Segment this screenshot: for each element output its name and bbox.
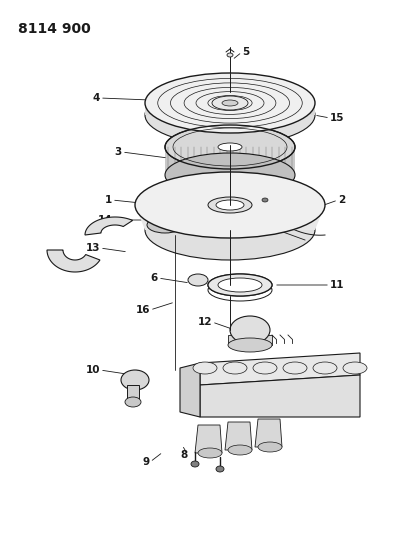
- Text: 2: 2: [337, 195, 344, 205]
- Ellipse shape: [145, 85, 314, 145]
- Text: 6: 6: [151, 273, 157, 283]
- Text: 10: 10: [85, 365, 100, 375]
- Polygon shape: [200, 375, 359, 417]
- Ellipse shape: [261, 198, 267, 202]
- Ellipse shape: [135, 172, 324, 238]
- Polygon shape: [207, 285, 271, 290]
- Polygon shape: [254, 419, 281, 447]
- Ellipse shape: [227, 338, 271, 352]
- Ellipse shape: [312, 362, 336, 374]
- Ellipse shape: [216, 466, 223, 472]
- Ellipse shape: [207, 274, 271, 296]
- Text: 5: 5: [241, 47, 249, 57]
- Polygon shape: [200, 353, 359, 385]
- Ellipse shape: [145, 200, 314, 260]
- Text: 14: 14: [97, 215, 112, 225]
- Ellipse shape: [227, 53, 232, 57]
- Ellipse shape: [147, 205, 182, 221]
- Ellipse shape: [164, 125, 294, 169]
- Text: 8: 8: [180, 450, 188, 460]
- Ellipse shape: [145, 73, 314, 133]
- Text: 13: 13: [85, 243, 100, 253]
- Polygon shape: [225, 422, 252, 450]
- Polygon shape: [127, 385, 139, 402]
- Ellipse shape: [342, 362, 366, 374]
- Text: 4: 4: [92, 93, 100, 103]
- Polygon shape: [147, 213, 182, 225]
- Polygon shape: [135, 205, 324, 230]
- Ellipse shape: [191, 461, 198, 467]
- Text: 3: 3: [115, 147, 122, 157]
- Ellipse shape: [164, 153, 294, 197]
- Ellipse shape: [198, 448, 221, 458]
- Ellipse shape: [257, 442, 281, 452]
- Ellipse shape: [218, 278, 261, 292]
- Ellipse shape: [218, 143, 241, 151]
- Polygon shape: [85, 217, 132, 235]
- Ellipse shape: [216, 200, 243, 210]
- Text: 8114 900: 8114 900: [18, 22, 90, 36]
- Ellipse shape: [147, 217, 182, 233]
- Ellipse shape: [252, 362, 276, 374]
- Text: 9: 9: [142, 457, 150, 467]
- Polygon shape: [180, 363, 200, 417]
- Text: 7: 7: [61, 260, 68, 270]
- Polygon shape: [195, 425, 221, 453]
- Ellipse shape: [207, 197, 252, 213]
- Polygon shape: [164, 147, 294, 175]
- Ellipse shape: [125, 397, 141, 407]
- Ellipse shape: [211, 96, 247, 110]
- Ellipse shape: [121, 370, 148, 390]
- Ellipse shape: [282, 362, 306, 374]
- Text: 1: 1: [104, 195, 112, 205]
- Ellipse shape: [221, 100, 237, 106]
- Polygon shape: [145, 103, 314, 115]
- Ellipse shape: [218, 278, 261, 292]
- Ellipse shape: [207, 274, 271, 296]
- Polygon shape: [227, 335, 271, 345]
- Text: 15: 15: [329, 113, 344, 123]
- Ellipse shape: [188, 274, 207, 286]
- Ellipse shape: [229, 316, 270, 344]
- Text: 12: 12: [197, 317, 211, 327]
- Ellipse shape: [193, 362, 216, 374]
- Ellipse shape: [222, 362, 246, 374]
- Text: 11: 11: [329, 280, 344, 290]
- Polygon shape: [47, 250, 100, 272]
- Text: 16: 16: [135, 305, 150, 315]
- Ellipse shape: [227, 445, 252, 455]
